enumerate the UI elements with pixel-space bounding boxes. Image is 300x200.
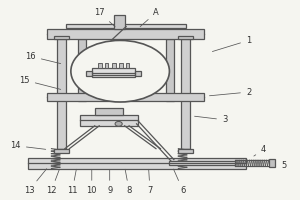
Text: 11: 11 — [67, 169, 78, 195]
Bar — [92, 68, 135, 77]
Text: 12: 12 — [46, 169, 59, 195]
Text: 3: 3 — [195, 115, 227, 124]
Bar — [78, 39, 86, 101]
Bar — [178, 36, 193, 39]
Bar — [98, 63, 102, 68]
Text: 4: 4 — [254, 145, 266, 156]
Bar — [169, 161, 235, 165]
Bar — [114, 15, 124, 29]
Bar — [269, 159, 275, 167]
Bar — [54, 36, 69, 39]
Bar — [135, 71, 141, 76]
Bar — [47, 29, 204, 39]
Bar — [167, 39, 174, 101]
Text: 17: 17 — [94, 8, 115, 27]
Text: 13: 13 — [24, 169, 47, 195]
Bar — [28, 158, 246, 169]
Text: 10: 10 — [86, 169, 97, 195]
Text: 7: 7 — [147, 169, 153, 195]
Text: A: A — [140, 8, 159, 27]
Text: 5: 5 — [282, 161, 287, 170]
Text: 8: 8 — [125, 169, 132, 195]
Bar — [178, 149, 193, 153]
Bar — [54, 149, 69, 153]
Bar — [57, 34, 66, 149]
Bar — [66, 24, 186, 28]
Text: 15: 15 — [19, 76, 61, 89]
Bar — [112, 63, 116, 68]
Text: 14: 14 — [11, 141, 46, 150]
Text: 1: 1 — [212, 36, 251, 52]
Text: 16: 16 — [25, 52, 61, 64]
Bar — [47, 93, 204, 101]
Text: 6: 6 — [173, 169, 185, 195]
Circle shape — [115, 121, 122, 126]
Bar — [125, 63, 129, 68]
Bar — [105, 63, 109, 68]
Bar — [86, 71, 92, 76]
Bar — [182, 34, 190, 149]
Text: 2: 2 — [209, 88, 251, 97]
Bar — [80, 115, 138, 126]
Bar — [95, 108, 123, 115]
Text: 9: 9 — [107, 169, 112, 195]
Bar — [118, 63, 122, 68]
Ellipse shape — [71, 40, 170, 102]
